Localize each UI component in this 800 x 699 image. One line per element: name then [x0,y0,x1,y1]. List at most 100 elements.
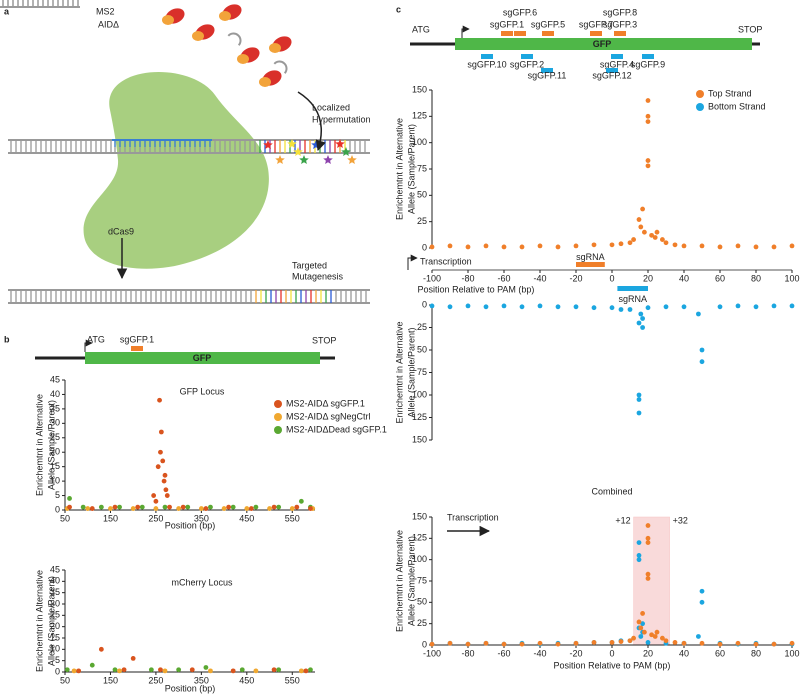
y-tick-label: 25 [417,216,427,226]
guide-label: sgGFP.7 [579,19,613,29]
x-tick-label: 350 [194,513,209,523]
data-point [699,599,705,605]
mutation-star [335,139,345,148]
x-tick-label: 0 [609,648,614,658]
data-point [640,621,645,627]
y-tick-label: 10 [50,475,60,485]
data-point [89,506,95,511]
data-point [158,449,163,455]
mutagenesis-label: Mutagenesis [292,271,344,281]
data-point [303,668,309,674]
data-point [203,506,209,511]
data-point [76,668,82,674]
x-axis-label: Position Relative to PAM (bp) [418,284,535,294]
data-point [771,303,777,309]
data-point [89,662,95,668]
data-point [244,506,250,511]
y-axis-label: Allele (Sample/Parent) [406,124,416,214]
ms2-hairpin [273,60,288,74]
y-axis-label: Enrichemtnt in Alternative [34,570,44,672]
x-axis-label: Position (bp) [165,520,216,530]
guide-label: sgGFP.10 [467,59,506,69]
ms2-protein [162,15,174,25]
x-tick-label: 100 [784,648,799,658]
data-point [537,303,543,309]
mutagenesis-label: Targeted [292,260,327,270]
data-point [164,493,170,498]
guide-label: sgGFP.5 [531,19,565,29]
data-point [699,359,705,365]
data-point [753,244,759,250]
y-tick-label: 0 [422,639,427,649]
data-point [717,641,723,647]
x-tick-label: 20 [643,648,653,658]
data-point [649,232,654,238]
data-point [176,667,182,673]
guide-mark [611,54,623,59]
data-point [230,668,236,674]
data-point [696,634,701,639]
data-point [185,504,191,510]
y-tick-label: 40 [50,389,60,399]
hypermutation-label: Hypermutation [312,114,371,124]
data-point [645,113,651,119]
data-point [591,640,597,645]
x-tick-label: -80 [461,273,474,283]
x-tick-label: 80 [751,273,761,283]
data-point [640,325,645,330]
data-point [645,523,651,528]
data-point [618,639,624,644]
data-point [289,506,295,511]
y-tick-label: 45 [50,564,60,574]
data-point [663,240,669,246]
data-point [153,506,159,511]
data-point [645,305,651,311]
data-point [636,217,642,222]
y-tick-label: 100 [412,137,427,147]
data-point [789,243,795,249]
data-point [642,629,647,635]
data-point [226,504,232,510]
data-point [555,244,561,250]
data-point [638,224,644,230]
data-point [573,243,579,249]
legend-label: Top Strand [708,88,752,98]
aid-label: AIDΔ [98,19,119,29]
data-point [645,98,651,103]
y-tick-label: 25 [50,432,60,442]
x-tick-label: -20 [569,273,582,283]
data-point [618,241,624,247]
y-tick-label: 20 [50,621,60,631]
y-tick-label: 15 [50,632,60,642]
data-point [654,629,660,635]
x-tick-label: -40 [533,273,546,283]
guide-mark [541,68,553,73]
data-point [98,646,104,652]
gene-name: GFP [193,353,212,363]
data-point [308,667,313,673]
data-point [155,464,161,470]
data-point [645,163,651,169]
sgrna-bar [617,286,648,291]
data-point [627,240,633,246]
guide-mark [481,54,493,59]
data-point [789,303,795,309]
data-point [609,640,615,645]
data-point [108,506,113,511]
highlight-label: +12 [615,515,630,525]
data-point [167,504,172,510]
ms2-protein [259,77,271,87]
x-tick-label: 20 [643,273,653,283]
y-axis-label: Allele (Sample/Parent) [46,576,56,666]
data-point [180,504,186,510]
data-point [735,640,741,646]
data-point [672,640,678,645]
y-tick-label: 100 [412,389,427,399]
data-point [640,206,645,212]
transcription-label: Transcription [447,512,499,522]
y-tick-label: 30 [50,418,60,428]
legend-label: Bottom Strand [708,101,766,111]
data-point [652,634,658,639]
data-point [519,304,525,310]
sgrna-label: sgRNA [618,294,647,304]
